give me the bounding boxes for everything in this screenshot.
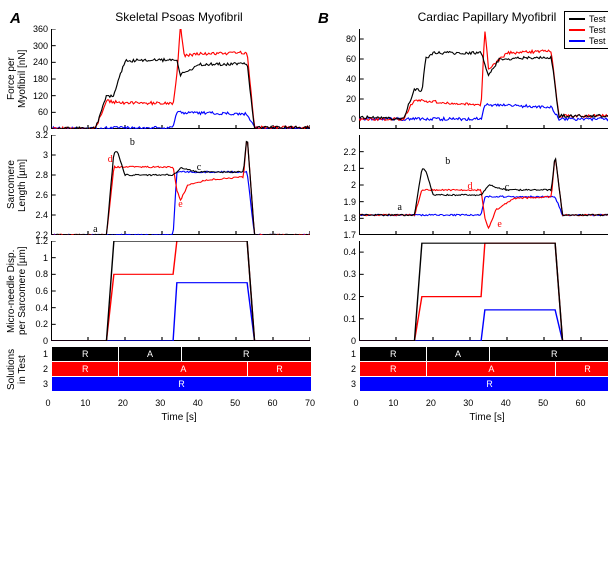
solutions-block: Solutionsin Test123RARRARR	[10, 347, 310, 392]
point-label: a	[93, 224, 97, 235]
point-label: e	[178, 199, 182, 210]
solution-segment: R	[359, 377, 608, 391]
chart-row: 020406080Test 1Test 2Test 3	[318, 29, 608, 129]
solution-segment: A	[426, 347, 491, 361]
solutions-row: R	[359, 377, 608, 391]
panel-label: B	[318, 10, 356, 27]
y-axis-label	[318, 241, 332, 341]
y-ticks: 00.10.20.30.4	[332, 241, 359, 341]
solutions-row: RAR	[359, 347, 608, 361]
legend-line-icon	[569, 18, 585, 20]
y-ticks: 2.22.42.62.833.2	[24, 135, 51, 235]
column-B: BCardiac Papillary Myofibril020406080Tes…	[318, 10, 608, 423]
legend: Test 1Test 2Test 3	[564, 11, 608, 49]
legend-label: Test 3	[589, 36, 608, 47]
y-axis-label: SarcomereLength [µm]	[10, 135, 24, 235]
x-ticks: 010203040506070	[48, 398, 310, 410]
y-axis-label: Micro-needle Disp.per Sarcomere [µm]	[10, 241, 24, 341]
plot-area	[51, 29, 310, 129]
x-axis-label: Time [s]	[356, 412, 608, 423]
chart-row: SarcomereLength [µm]2.22.42.62.833.2 a b c d…	[10, 135, 310, 235]
solution-segment: R	[181, 347, 313, 361]
chart-row: Force perMyofibril [nN]06012018024030036…	[10, 29, 310, 129]
x-ticks: 010203040506070	[356, 398, 608, 410]
y-ticks: 060120180240300360	[24, 29, 51, 129]
point-label: c	[505, 182, 509, 193]
solutions-row-numbers: 123	[332, 347, 359, 392]
chart-row: 00.10.20.30.4	[318, 241, 608, 341]
point-label: b	[130, 137, 135, 148]
y-axis-label: Force perMyofibril [nN]	[10, 29, 24, 129]
point-label: b	[445, 156, 450, 167]
solution-segment: R	[489, 347, 608, 361]
point-label: d	[108, 154, 113, 165]
point-label: c	[197, 162, 201, 173]
legend-line-icon	[569, 40, 585, 42]
solutions-row-numbers: 123	[24, 347, 51, 392]
solutions-row: R	[51, 377, 310, 391]
legend-label: Test 2	[589, 25, 608, 36]
point-label: e	[497, 219, 501, 230]
plot-area	[359, 241, 608, 341]
solutions-ylabel: Solutionsin Test	[10, 347, 24, 392]
plot-area: a b c d e	[359, 135, 608, 235]
x-axis: 010203040506070	[318, 398, 608, 410]
solution-segment: A	[426, 362, 558, 376]
chart-row: 1.71.81.922.12.2 a b c d e	[318, 135, 608, 235]
solution-segment: A	[118, 362, 250, 376]
solution-segment: R	[51, 347, 120, 361]
y-axis-label	[318, 29, 332, 129]
solution-segment: R	[51, 362, 120, 376]
chart-row: Micro-needle Disp.per Sarcomere [µm]00.2…	[10, 241, 310, 341]
plot-area	[51, 241, 310, 341]
solutions-ylabel	[318, 347, 332, 392]
solution-segment: R	[555, 362, 608, 376]
solutions-block: 123RARRARR	[318, 347, 608, 392]
figure: A Skeletal Psoas Myofibril Force perMyofib…	[10, 10, 608, 423]
y-ticks: 00.20.40.60.811.2	[24, 241, 51, 341]
plot-area: Test 1Test 2Test 3	[359, 29, 608, 129]
legend-line-icon	[569, 29, 585, 31]
point-label: a	[397, 202, 401, 213]
solution-segment: R	[247, 362, 312, 376]
solutions-row: RAR	[359, 362, 608, 376]
y-ticks: 1.71.81.922.12.2	[332, 135, 359, 235]
x-axis: 010203040506070	[10, 398, 310, 410]
y-ticks: 020406080	[332, 29, 359, 129]
solution-segment: R	[51, 377, 312, 391]
solutions-body: RARRARR	[359, 347, 608, 392]
plot-area: a b c d e	[51, 135, 310, 235]
x-axis-label: Time [s]	[48, 412, 310, 423]
solutions-row: RAR	[51, 362, 310, 376]
column-title: Skeletal Psoas Myofibril	[48, 10, 310, 25]
solution-segment: A	[118, 347, 183, 361]
solution-segment: R	[359, 347, 428, 361]
y-axis-label	[318, 135, 332, 235]
solutions-row: RAR	[51, 347, 310, 361]
solution-segment: R	[359, 362, 428, 376]
column-A: A Skeletal Psoas Myofibril Force perMyofib…	[10, 10, 310, 423]
solutions-body: RARRARR	[51, 347, 310, 392]
point-label: d	[468, 181, 473, 192]
legend-label: Test 1	[589, 14, 608, 25]
